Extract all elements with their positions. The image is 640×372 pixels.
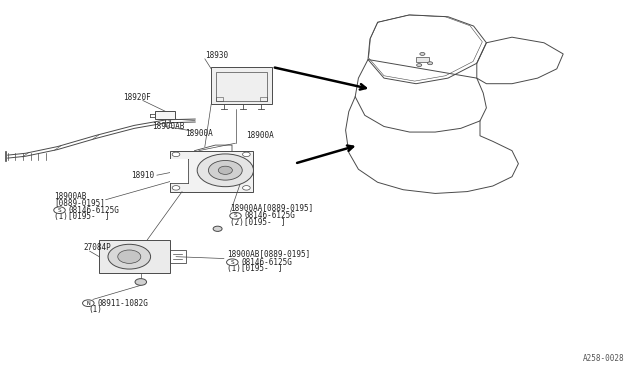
- Bar: [155, 111, 175, 119]
- Circle shape: [197, 154, 253, 187]
- Text: 08146-6125G: 08146-6125G: [68, 206, 119, 215]
- Bar: [216, 72, 267, 101]
- Text: 18900A: 18900A: [186, 129, 213, 138]
- Circle shape: [135, 279, 147, 285]
- Text: S: S: [230, 260, 234, 265]
- Text: (1)[0195-  ]: (1)[0195- ]: [227, 264, 283, 273]
- Circle shape: [209, 160, 243, 180]
- Text: 08146-6125G: 08146-6125G: [244, 211, 295, 220]
- Circle shape: [417, 64, 422, 67]
- Text: N: N: [86, 301, 90, 306]
- Circle shape: [420, 52, 425, 55]
- Circle shape: [243, 186, 250, 190]
- Circle shape: [213, 226, 222, 231]
- Circle shape: [172, 152, 180, 157]
- Text: A258-0028: A258-0028: [582, 354, 624, 363]
- Text: 18910: 18910: [131, 171, 154, 180]
- Bar: [416, 57, 429, 62]
- Circle shape: [243, 152, 250, 157]
- Text: 18900AA[0889-0195]: 18900AA[0889-0195]: [230, 203, 314, 212]
- Bar: [216, 97, 223, 101]
- Text: (2)[0195-  ]: (2)[0195- ]: [230, 218, 286, 227]
- Text: 18900AB: 18900AB: [54, 192, 87, 201]
- Bar: [211, 67, 272, 104]
- Bar: [99, 240, 170, 273]
- Text: 08146-6125G: 08146-6125G: [241, 258, 292, 267]
- Circle shape: [230, 212, 241, 219]
- Circle shape: [83, 300, 94, 307]
- Bar: [170, 250, 186, 263]
- Circle shape: [428, 62, 433, 65]
- Text: 18900AB: 18900AB: [152, 122, 184, 131]
- Bar: [260, 97, 267, 101]
- Text: 18900A: 18900A: [246, 131, 274, 140]
- Circle shape: [227, 259, 238, 266]
- Circle shape: [118, 250, 141, 263]
- Text: 18900AB[0889-0195]: 18900AB[0889-0195]: [227, 250, 310, 259]
- Text: (1): (1): [88, 305, 102, 314]
- Circle shape: [54, 207, 65, 214]
- Text: 08911-1082G: 08911-1082G: [97, 299, 148, 308]
- Circle shape: [218, 166, 232, 174]
- Text: S: S: [58, 208, 61, 213]
- Bar: [170, 159, 188, 183]
- Text: 18920F: 18920F: [124, 93, 151, 102]
- Circle shape: [172, 186, 180, 190]
- Text: S: S: [234, 213, 237, 218]
- Bar: [170, 151, 253, 192]
- Circle shape: [108, 244, 150, 269]
- Text: (1)[0195-  ]: (1)[0195- ]: [54, 212, 110, 221]
- Text: 18930: 18930: [205, 51, 228, 60]
- Text: 27084P: 27084P: [83, 243, 111, 252]
- Text: [0889-0195]: [0889-0195]: [54, 198, 105, 207]
